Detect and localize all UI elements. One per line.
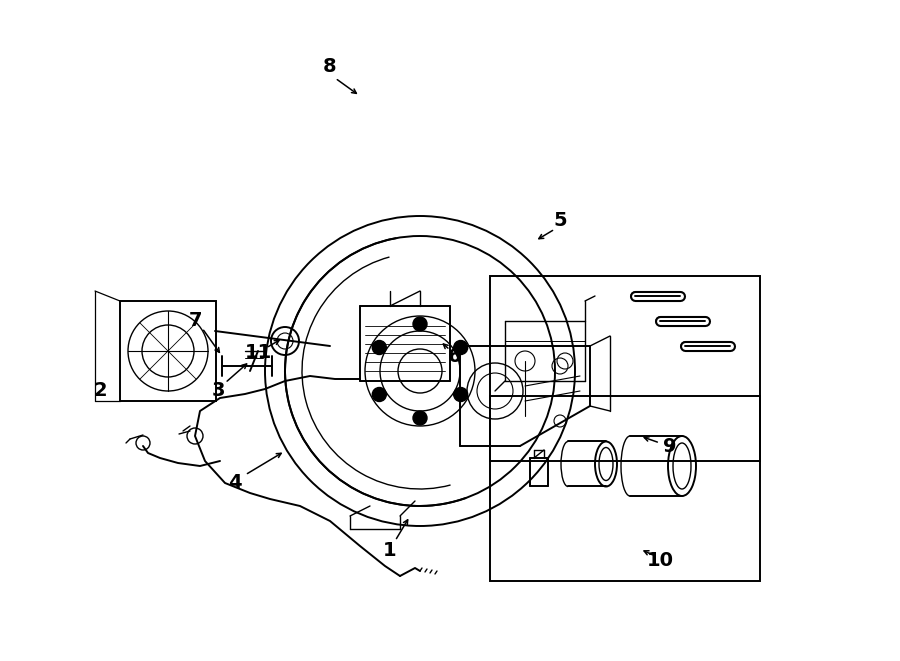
Text: 1: 1: [383, 541, 397, 561]
Circle shape: [373, 387, 386, 401]
Text: 5: 5: [554, 212, 567, 231]
Text: 7: 7: [188, 311, 202, 330]
Circle shape: [656, 317, 664, 325]
Circle shape: [413, 411, 427, 425]
Circle shape: [726, 342, 734, 350]
Circle shape: [701, 317, 709, 325]
Circle shape: [454, 340, 468, 354]
Bar: [490, 276, 760, 461]
Text: 2: 2: [94, 381, 107, 401]
Text: 6: 6: [448, 346, 462, 366]
Circle shape: [676, 292, 684, 300]
Text: 10: 10: [646, 551, 673, 570]
Text: 4: 4: [229, 473, 242, 492]
Circle shape: [631, 292, 639, 300]
Circle shape: [681, 342, 689, 350]
Circle shape: [373, 340, 386, 354]
Text: 11: 11: [245, 344, 272, 362]
Bar: [490, 396, 760, 581]
Text: 9: 9: [663, 436, 677, 455]
Circle shape: [454, 387, 468, 401]
Text: 8: 8: [323, 56, 337, 75]
Text: 3: 3: [212, 381, 225, 401]
Bar: [120, 301, 216, 401]
Circle shape: [413, 317, 427, 331]
